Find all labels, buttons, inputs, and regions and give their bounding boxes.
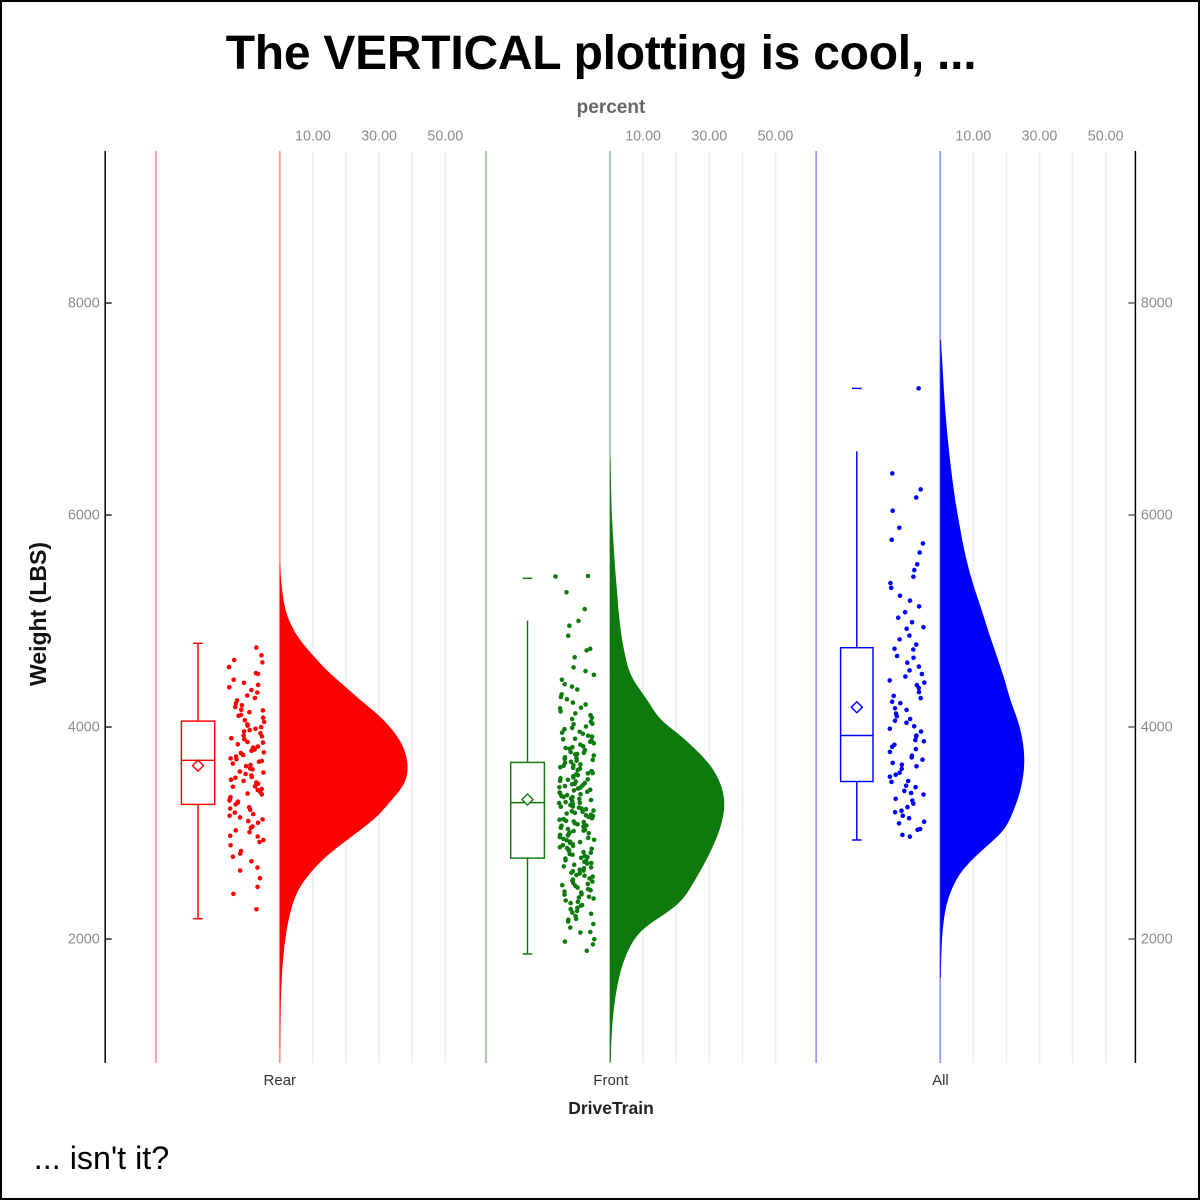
svg-text:Rear: Rear — [264, 1072, 297, 1089]
svg-text:4000: 4000 — [1141, 719, 1173, 735]
svg-text:10.00: 10.00 — [625, 129, 661, 145]
svg-text:10.00: 10.00 — [295, 129, 331, 145]
svg-text:The VERTICAL plotting is cool,: The VERTICAL plotting is cool, ... — [226, 27, 977, 80]
svg-text:8000: 8000 — [1141, 295, 1173, 311]
svg-text:30.00: 30.00 — [691, 129, 727, 145]
svg-text:50.00: 50.00 — [1088, 129, 1124, 145]
svg-text:6000: 6000 — [68, 507, 100, 523]
svg-text:percent: percent — [577, 97, 646, 118]
svg-text:30.00: 30.00 — [1022, 129, 1058, 145]
svg-text:Front: Front — [593, 1072, 629, 1089]
svg-text:4000: 4000 — [68, 719, 100, 735]
svg-text:DriveTrain: DriveTrain — [568, 1098, 654, 1118]
svg-text:50.00: 50.00 — [758, 129, 794, 145]
svg-text:Weight (LBS): Weight (LBS) — [25, 542, 51, 686]
svg-text:8000: 8000 — [68, 295, 100, 311]
svg-text:10.00: 10.00 — [955, 129, 991, 145]
svg-text:2000: 2000 — [68, 931, 100, 947]
svg-text:30.00: 30.00 — [361, 129, 397, 145]
svg-text:50.00: 50.00 — [427, 129, 463, 145]
svg-text:6000: 6000 — [1141, 507, 1173, 523]
svg-text:... isn't it?: ... isn't it? — [34, 1140, 169, 1176]
svg-text:All: All — [932, 1072, 949, 1089]
svg-text:2000: 2000 — [1141, 931, 1173, 947]
